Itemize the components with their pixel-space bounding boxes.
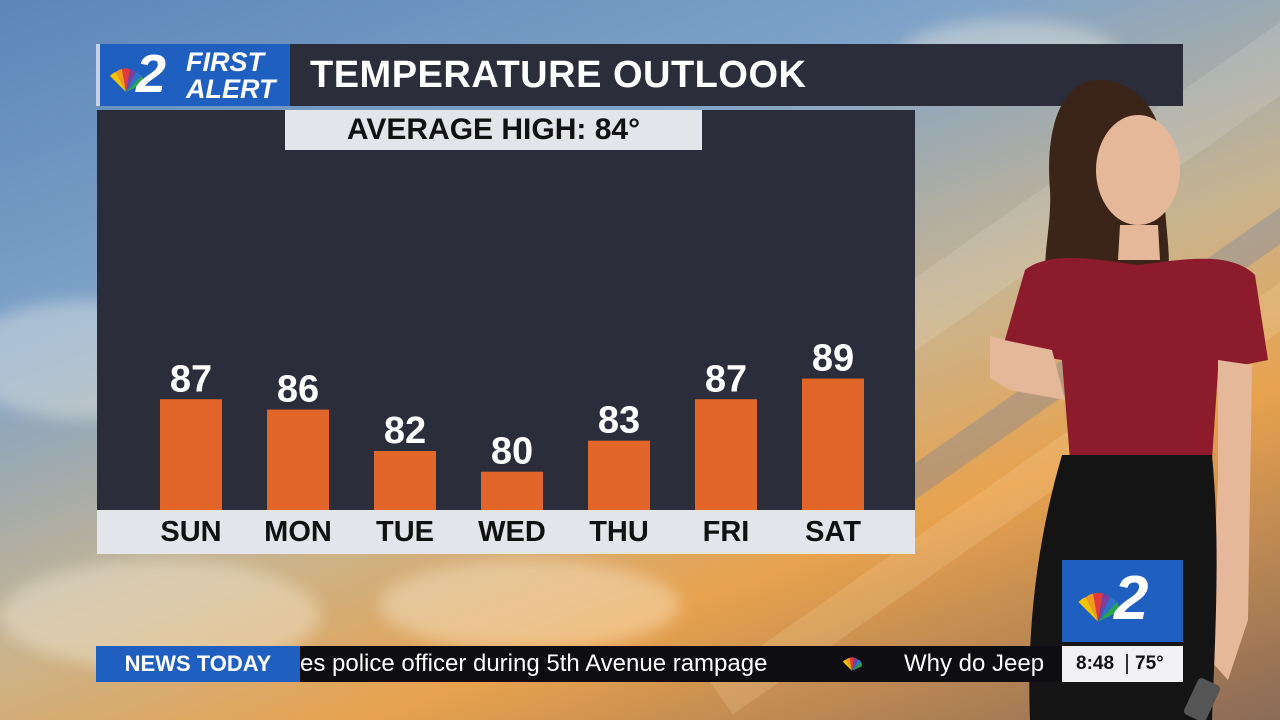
category-label-wed: WED [478, 516, 546, 548]
news-ticker: es police officer during 5th Avenue ramp… [300, 646, 1062, 682]
category-label-sun: SUN [160, 516, 222, 548]
category-label-mon: MON [264, 516, 332, 548]
bar-fri [695, 399, 757, 510]
category-label-thu: THU [589, 516, 649, 548]
bar-sun [160, 399, 222, 510]
header-bar: 2 FIRST ALERT TEMPERATURE OUTLOOK [96, 44, 1183, 106]
ticker-label: NEWS TODAY [96, 646, 300, 682]
data-label-sat: 89 [812, 338, 854, 380]
peacock-icon [1078, 592, 1119, 622]
peacock-icon [842, 657, 862, 671]
bar-mon [267, 409, 329, 510]
bar-sat [802, 378, 864, 510]
bug-number: 2 [1114, 564, 1149, 633]
data-label-thu: 83 [598, 400, 640, 442]
divider [1126, 654, 1128, 674]
average-high-label: AVERAGE HIGH: 84° [285, 110, 702, 150]
category-label-tue: TUE [376, 516, 434, 548]
data-label-wed: 80 [491, 431, 533, 473]
ticker-headline: es police officer during 5th Avenue ramp… [300, 650, 768, 677]
page-title: TEMPERATURE OUTLOOK [310, 54, 807, 96]
category-label-sat: SAT [805, 516, 861, 548]
first-alert-logo: 2 FIRST ALERT [96, 44, 290, 106]
category-label-fri: FRI [702, 516, 750, 548]
channel-bug: 2 [1062, 560, 1183, 642]
current-temperature: 75° [1135, 653, 1164, 674]
bar-chart: 87 86 82 80 83 87 89 [160, 338, 864, 510]
peacock-icon [110, 68, 144, 92]
bar-tue [374, 451, 436, 510]
data-label-sun: 87 [170, 358, 212, 400]
logo-number: 2 [136, 44, 167, 104]
logo-first-text: FIRST [186, 47, 264, 77]
ticker-headline: Why do Jeep [904, 650, 1045, 677]
data-label-fri: 87 [705, 358, 747, 400]
time-temperature-box: 8:48 75° [1062, 646, 1183, 682]
data-label-mon: 86 [277, 369, 319, 411]
bar-wed [481, 471, 543, 510]
x-axis-labels: SUN MON TUE WED THU FRI SAT [97, 510, 915, 554]
logo-alert-text: ALERT [186, 74, 276, 104]
chart-panel: 87 86 82 80 83 87 89 AVERAGE HIGH: 84° [97, 110, 915, 510]
bar-thu [588, 440, 650, 510]
data-label-tue: 82 [384, 410, 426, 452]
clock-time: 8:48 [1076, 653, 1115, 674]
